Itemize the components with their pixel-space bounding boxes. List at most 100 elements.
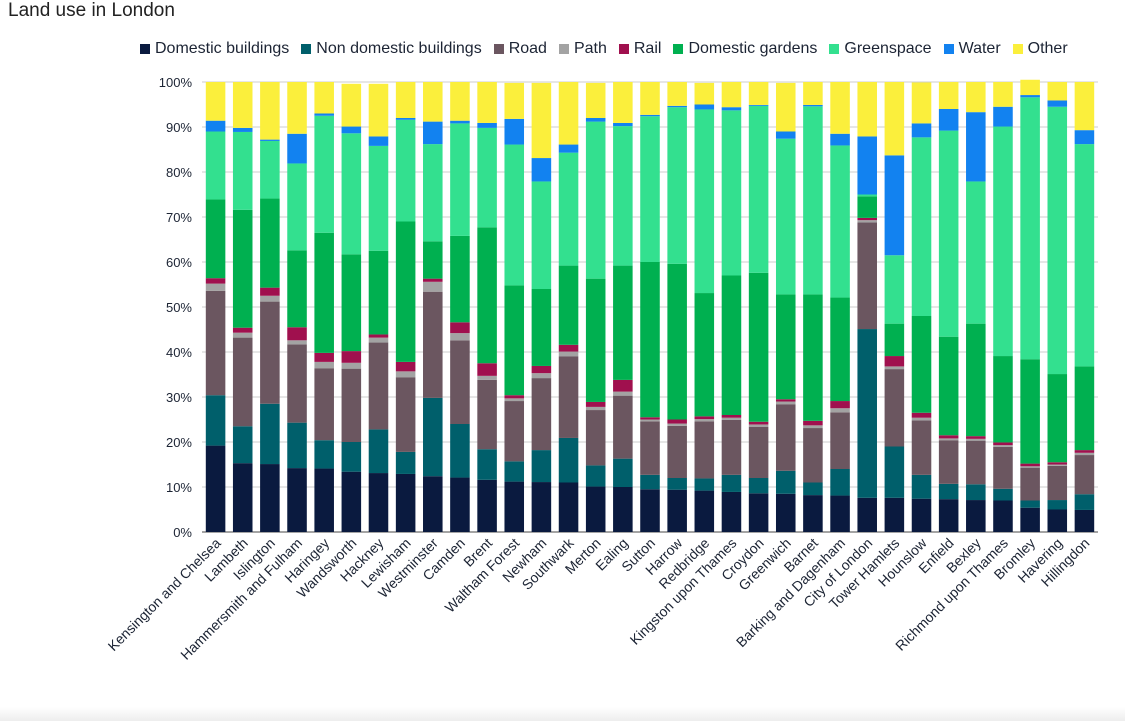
bar-segment-rail bbox=[830, 401, 850, 409]
legend-item-domestic-gardens: Domestic gardens bbox=[673, 40, 817, 58]
bar-segment-non-domestic-buildings bbox=[640, 474, 660, 490]
bar-segment-domestic-buildings bbox=[613, 487, 633, 532]
bar-segment-other bbox=[694, 82, 715, 105]
bar-segment-domestic-gardens bbox=[803, 294, 823, 421]
bar-stack-merton bbox=[585, 82, 606, 532]
bar-segment-greenspace bbox=[775, 138, 796, 295]
bar-stack-newham bbox=[531, 82, 552, 532]
bar-segment-greenspace bbox=[477, 127, 497, 228]
bar-segment-non-domestic-buildings bbox=[748, 478, 769, 494]
bar-segment-road bbox=[775, 404, 796, 471]
bar-segment-greenspace bbox=[911, 137, 932, 316]
bar-stack-bromley bbox=[1020, 79, 1040, 532]
bar-segment-domestic-gardens bbox=[395, 221, 416, 362]
bar-segment-water bbox=[911, 123, 932, 138]
bar-segment-non-domestic-buildings bbox=[884, 446, 905, 498]
bar-segment-road bbox=[667, 425, 687, 478]
bar-segment-non-domestic-buildings bbox=[1020, 500, 1040, 508]
bar-segment-water bbox=[775, 131, 796, 139]
bar-stack-hackney bbox=[368, 83, 389, 532]
bar-segment-non-domestic-buildings bbox=[911, 474, 932, 499]
bar-segment-greenspace bbox=[395, 119, 416, 222]
bar-segment-rail bbox=[1047, 462, 1068, 465]
bar-segment-domestic-buildings bbox=[911, 498, 932, 532]
bar-segment-other bbox=[1047, 82, 1068, 101]
bar-segment-rail bbox=[1020, 463, 1040, 467]
bar-segment-road bbox=[504, 401, 525, 462]
bar-segment-domestic-gardens bbox=[423, 241, 443, 279]
bar-segment-path bbox=[966, 438, 986, 441]
bar-segment-non-domestic-buildings bbox=[395, 451, 416, 474]
legend-swatch bbox=[558, 44, 569, 54]
bar-segment-domestic-buildings bbox=[341, 471, 362, 532]
legend-swatch bbox=[1012, 44, 1023, 54]
bar-segment-path bbox=[613, 391, 633, 396]
bar-stack-richmond-upon-thames bbox=[993, 82, 1013, 532]
bar-segment-road bbox=[966, 440, 986, 485]
bar-segment-rail bbox=[585, 401, 606, 407]
bar-segment-path bbox=[287, 340, 307, 345]
bar-segment-other bbox=[938, 82, 959, 109]
bar-segment-road bbox=[314, 368, 334, 441]
bar-segment-road bbox=[205, 290, 226, 396]
bar-segment-water bbox=[504, 118, 525, 145]
bar-segment-domestic-buildings bbox=[667, 489, 687, 532]
bar-segment-domestic-gardens bbox=[232, 209, 253, 328]
bar-segment-domestic-buildings bbox=[1047, 509, 1068, 532]
bar-segment-water bbox=[232, 127, 253, 132]
bar-segment-path bbox=[260, 295, 280, 302]
bar-segment-domestic-buildings bbox=[803, 495, 823, 532]
bar-segment-domestic-buildings bbox=[232, 463, 253, 532]
bar-segment-other bbox=[803, 82, 823, 105]
bar-segment-road bbox=[423, 291, 443, 398]
bar-stack-haringey bbox=[314, 82, 334, 532]
bar-segment-greenspace bbox=[232, 131, 253, 210]
bar-segment-rail bbox=[694, 416, 715, 420]
bar-segment-path bbox=[531, 373, 552, 379]
bar-segment-domestic-gardens bbox=[640, 262, 660, 418]
bar-segment-water bbox=[1020, 95, 1040, 98]
y-tick-label: 0% bbox=[173, 525, 192, 540]
y-tick-label: 90% bbox=[166, 120, 192, 135]
bar-segment-path bbox=[694, 419, 715, 422]
bar-segment-domestic-buildings bbox=[748, 493, 769, 532]
y-tick-label: 100% bbox=[159, 75, 193, 90]
bar-segment-water bbox=[423, 121, 443, 145]
legend-label: Greenspace bbox=[844, 40, 932, 57]
bar-segment-domestic-gardens bbox=[260, 198, 280, 288]
legend-swatch bbox=[140, 44, 150, 54]
bar-segment-greenspace bbox=[531, 181, 552, 289]
bar-segment-path bbox=[341, 362, 362, 369]
bar-segment-water bbox=[613, 122, 633, 127]
bar-segment-other bbox=[287, 82, 307, 134]
legend-item-non-domestic-buildings: Non domestic buildings bbox=[301, 40, 482, 58]
legend-swatch bbox=[493, 44, 504, 54]
bar-segment-domestic-buildings bbox=[993, 500, 1013, 532]
bar-segment-road bbox=[232, 337, 253, 427]
bar-segment-non-domestic-buildings bbox=[694, 478, 715, 491]
bar-segment-other bbox=[504, 82, 525, 119]
bar-segment-path bbox=[667, 423, 687, 426]
bar-segment-domestic-gardens bbox=[205, 199, 226, 279]
bar-segment-non-domestic-buildings bbox=[531, 450, 552, 483]
bar-segment-path bbox=[314, 361, 334, 369]
bar-segment-domestic-gardens bbox=[585, 278, 606, 402]
bar-segment-other bbox=[857, 82, 877, 137]
bar-segment-domestic-gardens bbox=[450, 235, 470, 323]
bar-segment-greenspace bbox=[558, 152, 579, 266]
y-tick-label: 70% bbox=[166, 210, 192, 225]
bar-segment-road bbox=[368, 342, 389, 430]
bar-segment-non-domestic-buildings bbox=[667, 478, 687, 490]
bar-segment-domestic-gardens bbox=[368, 250, 389, 335]
bar-segment-road bbox=[260, 301, 280, 404]
bar-segment-domestic-buildings bbox=[314, 468, 334, 532]
bar-segment-greenspace bbox=[938, 130, 959, 337]
bar-segment-other bbox=[748, 82, 769, 105]
bar-segment-other bbox=[1074, 82, 1095, 131]
bar-segment-greenspace bbox=[1020, 97, 1040, 360]
bar-segment-water bbox=[748, 104, 769, 106]
bar-segment-other bbox=[423, 82, 443, 122]
bar-segment-road bbox=[694, 421, 715, 479]
bar-segment-domestic-gardens bbox=[966, 323, 986, 437]
y-tick-label: 50% bbox=[166, 300, 192, 315]
